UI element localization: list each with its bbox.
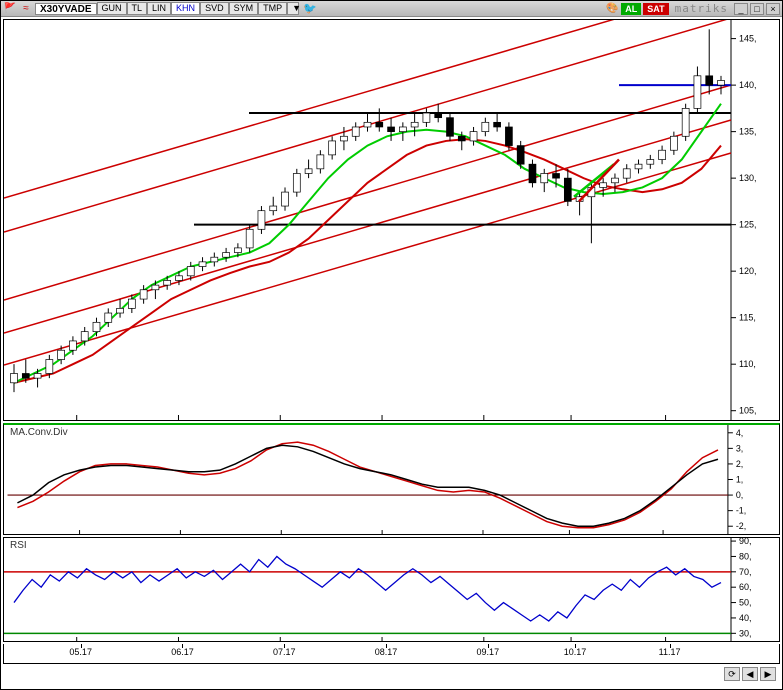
maximize-button[interactable]: □	[750, 3, 764, 15]
xaxis-tick: 10.17	[564, 647, 587, 657]
svg-text:140,: 140,	[739, 80, 757, 90]
svg-text:130,: 130,	[739, 173, 757, 183]
svg-text:145,: 145,	[739, 34, 757, 44]
rsi-plot: 30, 40, 50, 60, 70, 80, 90,	[4, 538, 779, 641]
rsi-panel[interactable]: RSI 30, 40, 50, 60, 70, 80, 90,	[3, 537, 780, 642]
xaxis-tick: 09.17	[477, 647, 500, 657]
titlebar-right: 🎨 AL SAT matriks _ □ ×	[605, 2, 782, 15]
scroll-right-button[interactable]: ▶	[760, 667, 776, 681]
titlebar-left-icons: 🚩 ≈	[1, 3, 35, 15]
svg-text:40,: 40,	[739, 613, 752, 623]
toolbar-btn-tl[interactable]: TL	[127, 2, 148, 15]
svg-text:30,: 30,	[739, 628, 752, 638]
price-plot: 105, 110, 115, 120, 125, 130, 135, 140, 145,	[4, 20, 779, 420]
svg-text:120,: 120,	[739, 266, 757, 276]
svg-text:90,: 90,	[739, 538, 752, 546]
scroll-left-button[interactable]: ◀	[742, 667, 758, 681]
xaxis-tick: 11.17	[659, 647, 681, 657]
xaxis-tick: 05.17	[69, 647, 92, 657]
minimize-button[interactable]: _	[734, 3, 748, 15]
xaxis-tick: 06.17	[171, 647, 194, 657]
toolbar-btn-khn[interactable]: KHN	[171, 2, 200, 15]
chart-stack: 105, 110, 115, 120, 125, 130, 135, 140, 145, MA.…	[1, 17, 782, 689]
toolbar-btn-gun[interactable]: GUN	[97, 2, 127, 15]
svg-text:105,: 105,	[739, 406, 757, 416]
refresh-button[interactable]: ⟳	[724, 667, 740, 681]
toolbar-btn-tmp[interactable]: TMP	[258, 2, 287, 15]
toolbar-dropdown[interactable]: ▼	[287, 2, 299, 15]
svg-text:125,: 125,	[739, 220, 757, 230]
sat-badge: SAT	[643, 3, 668, 15]
macd-plot: -2, -1, 0, 1, 2, 3, 4,	[4, 425, 779, 534]
twitter-icon[interactable]: 🐦	[303, 3, 317, 15]
svg-text:4,: 4,	[736, 428, 743, 438]
macd-label: MA.Conv.Div	[8, 427, 70, 438]
xaxis-tick: 07.17	[273, 647, 296, 657]
time-axis: 05.17 06.17 07.17 08.17 09.17 10.17 11.17	[3, 644, 780, 664]
chart-toggle-icon[interactable]: ≈	[19, 3, 33, 15]
svg-text:70,: 70,	[739, 567, 752, 577]
macd-panel[interactable]: MA.Conv.Div -2, -1, 0, 1, 2, 3, 4,	[3, 423, 780, 535]
chart-window: 🚩 ≈ X30YVADE GUNTLLINKHNSVDSYMTMP ▼ 🐦 🎨 …	[0, 0, 783, 690]
svg-text:-2,: -2,	[736, 521, 746, 531]
toolbar-btn-sym[interactable]: SYM	[229, 2, 259, 15]
toolbar-buttons: GUNTLLINKHNSVDSYMTMP	[97, 2, 288, 15]
svg-text:1,: 1,	[736, 474, 743, 484]
footer-bar: ⟳ ◀ ▶	[3, 664, 780, 684]
svg-text:115,: 115,	[739, 313, 756, 323]
svg-text:0,: 0,	[736, 490, 743, 500]
svg-text:110,: 110,	[739, 359, 756, 369]
palette-icon[interactable]: 🎨	[605, 3, 619, 15]
close-button[interactable]: ×	[766, 3, 780, 15]
svg-text:60,: 60,	[739, 582, 752, 592]
brand-label: matriks	[671, 2, 732, 15]
al-badge: AL	[621, 3, 641, 15]
titlebar: 🚩 ≈ X30YVADE GUNTLLINKHNSVDSYMTMP ▼ 🐦 🎨 …	[1, 1, 782, 17]
rsi-label: RSI	[8, 540, 29, 551]
svg-text:-1,: -1,	[736, 506, 746, 516]
svg-text:135,: 135,	[739, 127, 757, 137]
svg-text:2,: 2,	[736, 459, 743, 469]
svg-text:3,: 3,	[736, 443, 743, 453]
toolbar-btn-lin[interactable]: LIN	[147, 2, 171, 15]
flag-icon[interactable]: 🚩	[3, 3, 17, 15]
xaxis-tick: 08.17	[375, 647, 398, 657]
toolbar-btn-svd[interactable]: SVD	[200, 2, 229, 15]
price-panel[interactable]: 105, 110, 115, 120, 125, 130, 135, 140, 145,	[3, 19, 780, 421]
symbol-label[interactable]: X30YVADE	[35, 3, 97, 15]
svg-text:50,: 50,	[739, 598, 752, 608]
svg-text:80,: 80,	[739, 551, 752, 561]
